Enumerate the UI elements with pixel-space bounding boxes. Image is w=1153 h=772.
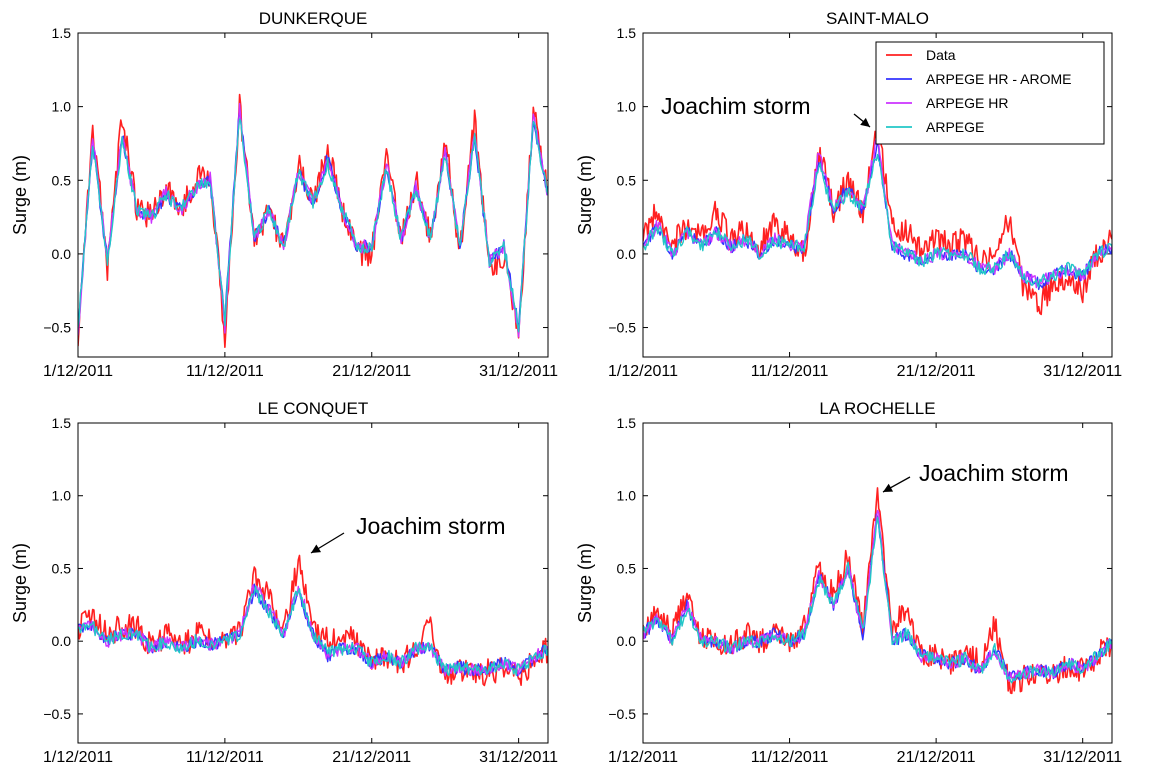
series-line-arpege [643,153,1112,288]
x-tick-label: 21/12/2011 [332,749,411,766]
y-tick-label: 0.5 [52,560,72,576]
y-tick-label: 1.5 [52,25,72,41]
series-line-data [643,120,1112,316]
annotation-arrowhead [311,544,322,553]
x-tick-label: 11/12/2011 [186,363,264,380]
chart-panel-1: DUNKERQUE Surge (m) −0.5 0.0 0.5 1.0 1.5 1/12/2… [10,9,558,380]
chart-title: LE CONQUET [258,399,369,418]
y-axis-label: Surge (m) [575,155,595,235]
x-tick-label: 21/12/2011 [897,749,976,766]
series-line-data [643,487,1112,695]
x-tick-label: 11/12/2011 [186,749,264,766]
x-tick-label: 1/12/2011 [43,749,113,766]
annotation-arrowhead [883,483,894,492]
annotation-label: Joachim storm [356,513,506,539]
y-tick-label: 1.0 [52,488,72,504]
plot-frame [77,422,549,744]
series-line-arpege-hr-arome [643,513,1112,681]
x-tick-label: 11/12/2011 [751,749,829,766]
legend: Data ARPEGE HR - AROME ARPEGE HR ARPEGE [875,41,1105,145]
x-tick-label: 1/12/2011 [608,749,678,766]
chart-panel-3: LE CONQUET Surge (m) −0.5 0.0 0.5 1.0 1.5 1/12/… [10,399,558,766]
y-tick-label: 0.5 [52,172,72,188]
y-tick-label: 0.5 [617,560,637,576]
chart-panel-4: LA ROCHELLE Surge (m) −0.5 0.0 0.5 1.0 1.5 1/12… [575,399,1122,766]
y-tick-label: −0.5 [43,706,71,722]
x-tick-label: 1/12/2011 [608,363,678,380]
y-axis-label: Surge (m) [10,155,30,235]
x-tick-label: 31/12/2011 [1043,363,1122,380]
y-tick-label: 0.0 [617,246,637,262]
legend-label: Data [926,47,956,63]
y-tick-label: 0.0 [617,633,637,649]
series-line-arpege-hr [78,102,548,338]
series-line-data [78,93,548,348]
y-tick-label: −0.5 [608,320,636,336]
y-tick-label: −0.5 [608,706,636,722]
chart-title: DUNKERQUE [259,9,368,28]
plot-frame [642,32,1113,358]
x-tick-label: 1/12/2011 [43,363,113,380]
y-axis-label: Surge (m) [10,543,30,623]
y-axis-label: Surge (m) [575,543,595,623]
x-tick-label: 31/12/2011 [479,363,558,380]
x-tick-label: 31/12/2011 [479,749,558,766]
annotation-label: Joachim storm [919,460,1069,486]
y-tick-label: −0.5 [43,320,71,336]
annotation-arrowhead [860,117,870,127]
x-tick-label: 21/12/2011 [897,363,976,380]
y-tick-label: 1.5 [52,415,72,431]
series-group [78,93,548,348]
y-tick-label: 1.0 [52,99,72,115]
series-line-arpege [78,585,548,676]
y-tick-label: 1.5 [617,415,637,431]
y-tick-label: 1.0 [617,99,637,115]
series-line-arpege [78,118,548,333]
legend-label: ARPEGE HR - AROME [926,71,1071,87]
plot-frame [642,422,1113,744]
chart-title: SAINT-MALO [826,9,929,28]
y-tick-label: 0.0 [52,246,72,262]
x-tick-label: 21/12/2011 [332,363,411,380]
y-tick-label: 0.5 [617,172,637,188]
legend-label: ARPEGE [926,119,984,135]
y-tick-label: 1.5 [617,25,637,41]
series-line-arpege [643,516,1112,684]
y-tick-label: 0.0 [52,633,72,649]
series-line-arpege-hr [643,509,1112,683]
series-group [643,487,1112,695]
x-tick-label: 31/12/2011 [1043,749,1122,766]
series-group [78,554,548,687]
series-group [643,120,1112,316]
series-line-arpege-hr-arome [78,583,548,677]
chart-title: LA ROCHELLE [819,399,935,418]
x-tick-label: 11/12/2011 [751,363,829,380]
y-tick-label: 1.0 [617,488,637,504]
legend-label: ARPEGE HR [926,95,1008,111]
plot-frame [77,32,549,358]
chart-panel-2: SAINT-MALO Surge (m) −0.5 0.0 0.5 1.0 1.5 1/12/… [575,9,1122,380]
legend-box [875,41,1105,145]
annotation-label: Joachim storm [661,93,811,119]
